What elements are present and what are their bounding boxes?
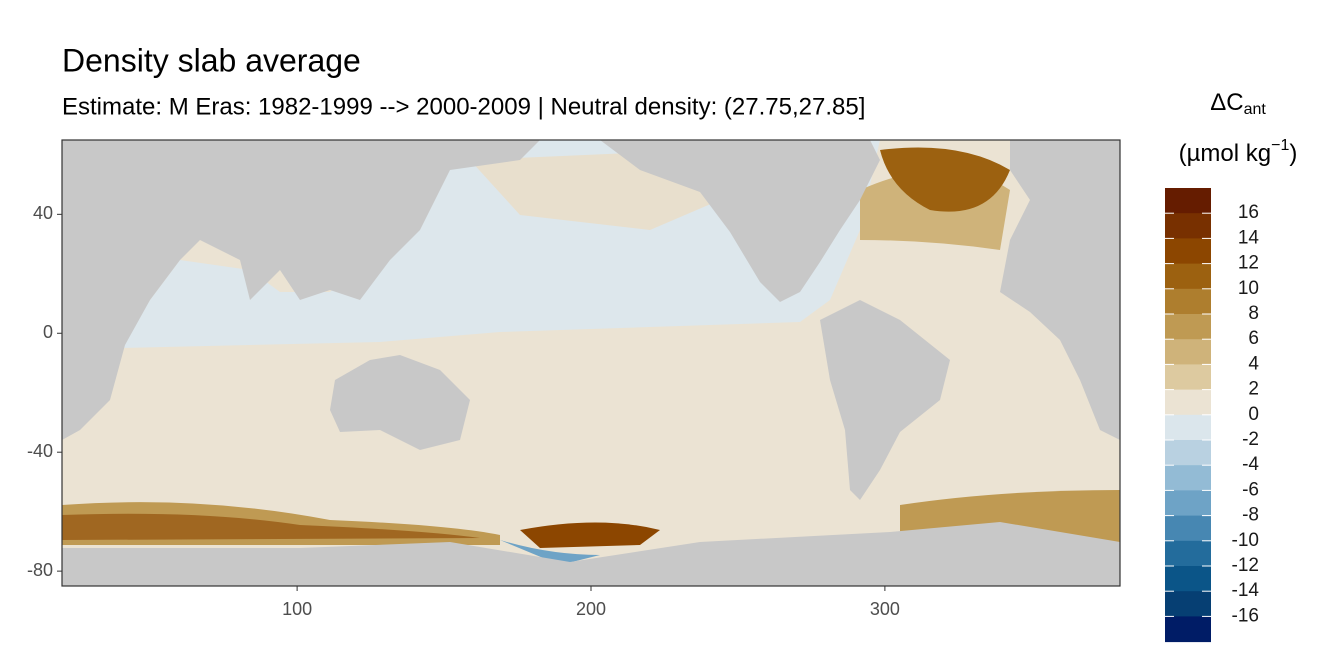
legend-swatch (1165, 616, 1211, 643)
legend-label: -6 (1242, 479, 1259, 500)
legend-unit-sup: −1 (1271, 137, 1289, 154)
legend-swatch (1165, 465, 1211, 491)
legend-title-main: ΔC (1210, 89, 1243, 116)
legend-label: 12 (1238, 253, 1259, 274)
legend-swatch (1165, 364, 1211, 391)
land (820, 300, 950, 500)
chart-title: Density slab average (62, 42, 361, 78)
y-tick-label: -80 (27, 560, 53, 580)
land (62, 140, 540, 440)
legend-label: 0 (1248, 404, 1259, 425)
legend-label: -16 (1232, 605, 1259, 626)
x-tick-label: 200 (576, 599, 606, 619)
chart-subtitle: Estimate: M Eras: 1982-1999 --> 2000-200… (62, 93, 865, 120)
ross-patch (520, 522, 660, 548)
legend-label: -2 (1242, 429, 1259, 450)
y-tick-label: 0 (43, 322, 53, 342)
legend-label: -14 (1232, 580, 1260, 601)
land (330, 355, 470, 450)
legend-label: 16 (1238, 202, 1259, 223)
legend-title: ΔCant (1210, 89, 1266, 118)
legend-label: 14 (1238, 227, 1260, 248)
y-tick-label: 40 (33, 203, 53, 223)
legend-swatch (1165, 339, 1211, 365)
north-atlantic-core (880, 147, 1010, 212)
legend-swatch (1165, 188, 1211, 214)
legend-label: -8 (1242, 505, 1259, 526)
legend-swatch (1165, 263, 1211, 290)
x-tick-label: 300 (870, 599, 900, 619)
y-tick-label: -40 (27, 441, 53, 461)
legend-label: 10 (1238, 278, 1259, 299)
legend-swatch (1165, 440, 1211, 466)
legend-swatch (1165, 389, 1211, 416)
legend-label: -12 (1232, 555, 1259, 576)
legend-unit-text: (µmol kg (1179, 140, 1272, 167)
legend-swatch (1165, 515, 1211, 542)
legend-swatch (1165, 591, 1211, 617)
southern-band-core (62, 513, 480, 540)
legend-swatch (1165, 238, 1211, 265)
legend-swatch (1165, 414, 1211, 441)
legend-unit: (µmol kg−1) (1179, 137, 1298, 167)
legend-label: -4 (1242, 454, 1259, 475)
legend-label: 2 (1248, 379, 1259, 400)
x-tick-label: 100 (282, 599, 312, 619)
land (62, 522, 1120, 586)
legend-label: 6 (1248, 328, 1259, 349)
map (62, 140, 1120, 586)
legend-swatch (1165, 288, 1211, 315)
legend-label: 4 (1248, 353, 1259, 374)
land (1000, 140, 1120, 440)
legend-label: 8 (1248, 303, 1259, 324)
legend-swatch (1165, 213, 1211, 239)
legend-swatch (1165, 490, 1211, 517)
legend-label: -10 (1232, 530, 1259, 551)
legend-swatch (1165, 314, 1211, 340)
legend-unit-close: ) (1289, 140, 1297, 167)
land (600, 140, 880, 302)
legend-swatch (1165, 566, 1211, 592)
legend-title-sub: ant (1244, 101, 1267, 118)
blue-patch (500, 540, 600, 565)
legend-swatch (1165, 540, 1211, 567)
